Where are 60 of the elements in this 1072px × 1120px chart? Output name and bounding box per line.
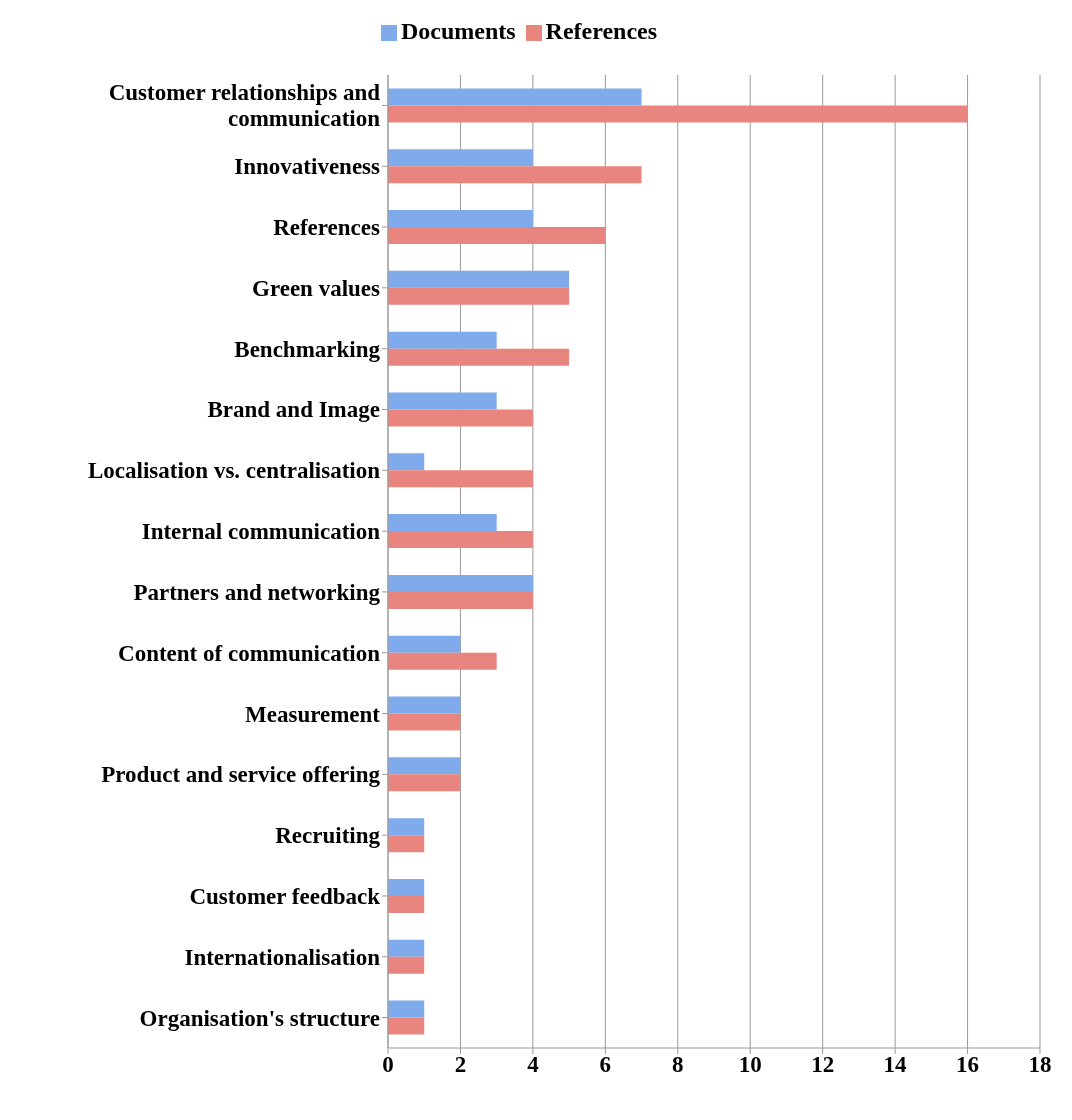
- bar: [388, 270, 570, 288]
- bar: [388, 713, 461, 731]
- y-tick-label: References: [273, 214, 381, 240]
- legend-label: Documents: [400, 18, 516, 44]
- bar: [388, 409, 533, 427]
- y-tick-label: Content of communication: [118, 640, 381, 666]
- x-tick-label: 4: [527, 1052, 540, 1078]
- x-tick-label: 10: [738, 1052, 762, 1078]
- bar: [388, 696, 461, 714]
- bar: [388, 1017, 425, 1035]
- bar: [388, 331, 497, 349]
- bar: [388, 878, 425, 896]
- y-tick-label: Benchmarking: [234, 336, 381, 362]
- bar: [388, 470, 533, 488]
- y-tick-label: Internationalisation: [184, 944, 381, 970]
- bar: [388, 835, 425, 853]
- bar: [388, 514, 497, 532]
- bar: [388, 227, 606, 244]
- x-tick-label: 12: [811, 1052, 835, 1078]
- bar: [388, 166, 642, 184]
- y-tick-label: Customer feedback: [189, 883, 381, 909]
- x-tick-label: 14: [883, 1052, 908, 1078]
- x-tick-label: 8: [672, 1052, 684, 1078]
- bar: [388, 574, 533, 592]
- bar: [388, 453, 425, 471]
- bar: [388, 591, 533, 609]
- bar: [388, 818, 425, 836]
- bar: [388, 88, 642, 106]
- legend-label: References: [545, 18, 658, 44]
- y-tick-label: Product and service offering: [101, 761, 381, 787]
- bar: [388, 1000, 425, 1018]
- bar: [388, 635, 461, 653]
- bar: [388, 392, 497, 410]
- x-tick-label: 6: [599, 1052, 612, 1078]
- y-tick-label: Measurement: [245, 701, 381, 727]
- y-tick-label: Localisation vs. centralisation: [88, 457, 381, 483]
- bar: [388, 757, 461, 775]
- x-tick-label: 2: [454, 1052, 467, 1078]
- y-tick-label: Customer relationships and communication: [108, 79, 381, 131]
- y-tick-label: Partners and networking: [133, 579, 381, 605]
- bar: [388, 774, 461, 792]
- x-tick-label: 18: [1028, 1052, 1052, 1078]
- y-tick-label: Recruiting: [275, 822, 381, 848]
- bar: [388, 652, 497, 670]
- bar: [388, 348, 570, 366]
- bar: [388, 956, 425, 974]
- y-tick-label: Brand and Image: [207, 396, 380, 422]
- bar: [388, 531, 533, 549]
- x-tick-label: 16: [956, 1052, 980, 1078]
- y-tick-label: Innovativeness: [234, 153, 381, 179]
- bar: [388, 939, 425, 957]
- x-tick-label: 0: [382, 1052, 394, 1078]
- bar: [388, 895, 425, 913]
- y-tick-label: Green values: [252, 275, 381, 301]
- y-tick-label: Internal communication: [141, 518, 381, 544]
- bar: [388, 149, 533, 167]
- bar: [388, 287, 570, 305]
- y-tick-label: Organisation's structure: [139, 1005, 380, 1031]
- bar: [388, 210, 533, 227]
- bar: [388, 105, 968, 123]
